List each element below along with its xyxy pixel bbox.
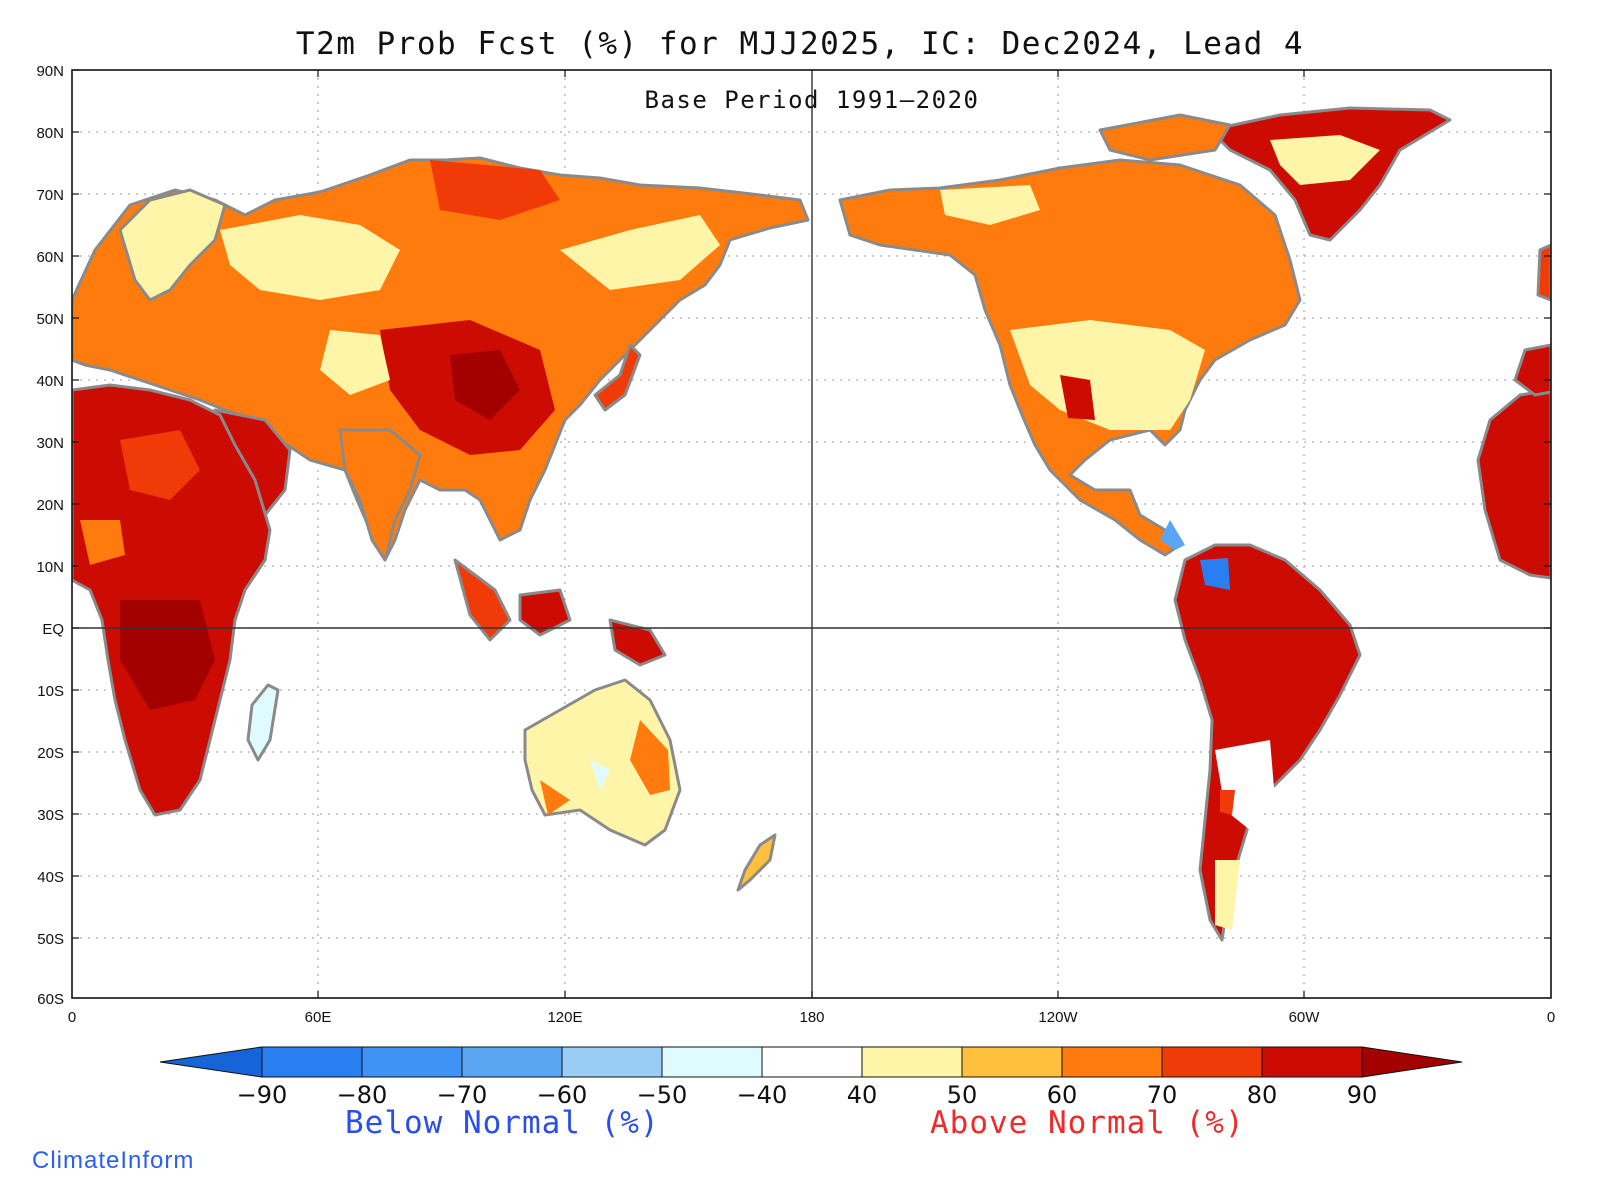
colorbar-segment [861,1046,963,1078]
lon-label: 120E [547,1009,582,1026]
lat-label: EQ [42,621,64,638]
below-normal-label: Below Normal (%) [345,1105,660,1141]
lat-label: 30N [36,435,64,452]
lon-label: 180 [799,1009,824,1026]
colorbar-label: −80 [337,1081,388,1109]
west-africa-edge-land [1476,388,1551,580]
colorbar-label: −70 [437,1081,488,1109]
lat-label: 10S [37,683,64,700]
indonesia-land [453,558,512,642]
colorbar-label: −50 [637,1081,688,1109]
lat-label: 50N [36,311,64,328]
madagascar-land [246,683,280,762]
lon-label: 60E [305,1009,332,1026]
colorbar-segment [1361,1046,1463,1078]
land-shading [72,106,1551,942]
colorbar-segment [761,1046,863,1078]
colorbar-label: 70 [1147,1081,1178,1109]
lat-label: 80N [36,125,64,142]
lon-label: 60W [1289,1009,1321,1026]
lat-label: 40S [37,869,64,886]
india-land [338,428,422,562]
colorbar-segment [1261,1046,1363,1078]
colorbar-segment [461,1046,563,1078]
colorbar-segment [1161,1046,1263,1078]
colorbar-label: 40 [847,1081,878,1109]
lat-label: 70N [36,187,64,204]
longitude-labels: 0 60E 120E 180 120W 60W 0 [68,1009,1555,1026]
colorbar-segment [1061,1046,1163,1078]
latitude-labels: 90N 80N 70N 60N 50N 40N 30N 20N 10N EQ 1… [36,63,64,1008]
colorbar-labels: −90 −80 −70 −60 −50 −40 40 50 60 70 80 9… [237,1081,1378,1109]
lat-label: 90N [36,63,64,80]
lat-label: 40N [36,373,64,390]
colorbar-segment [661,1046,763,1078]
colorbar-label: −90 [237,1081,288,1109]
lat-label: 50S [37,931,64,948]
colorbar-label: −40 [737,1081,788,1109]
colorbar-segment [561,1046,663,1078]
credit-label: ClimateInform [32,1147,195,1174]
above-normal-label: Above Normal (%) [930,1105,1245,1141]
colorbar-label: 60 [1047,1081,1078,1109]
lat-label: 30S [37,807,64,824]
colorbar-segment [261,1046,363,1078]
japan-land [593,343,642,412]
lat-label: 20N [36,497,64,514]
lat-label: 60N [36,249,64,266]
lon-label: 120W [1038,1009,1078,1026]
colorbar-segment [159,1046,263,1078]
colorbar-label: 80 [1247,1081,1278,1109]
scandinavia-land [118,188,227,302]
base-period-label: Base Period 1991–2020 [644,86,980,114]
colorbar-label: −60 [537,1081,588,1109]
iberia-edge-land [1513,343,1551,397]
lat-label: 60S [37,991,64,1008]
lat-label: 20S [37,745,64,762]
colorbar-segment [361,1046,463,1078]
axis-ticks [72,69,1551,998]
colorbar [159,1046,1463,1078]
new-zealand-land [736,833,777,892]
lat-label: 10N [36,559,64,576]
colorbar-segment [961,1046,1063,1078]
map-title: T2m Prob Fcst (%) for MJJ2025, IC: Dec20… [295,26,1305,62]
lon-label: 0 [1547,1009,1555,1026]
colorbar-label: 90 [1347,1081,1378,1109]
colorbar-label: 50 [947,1081,978,1109]
lon-label: 0 [68,1009,76,1026]
